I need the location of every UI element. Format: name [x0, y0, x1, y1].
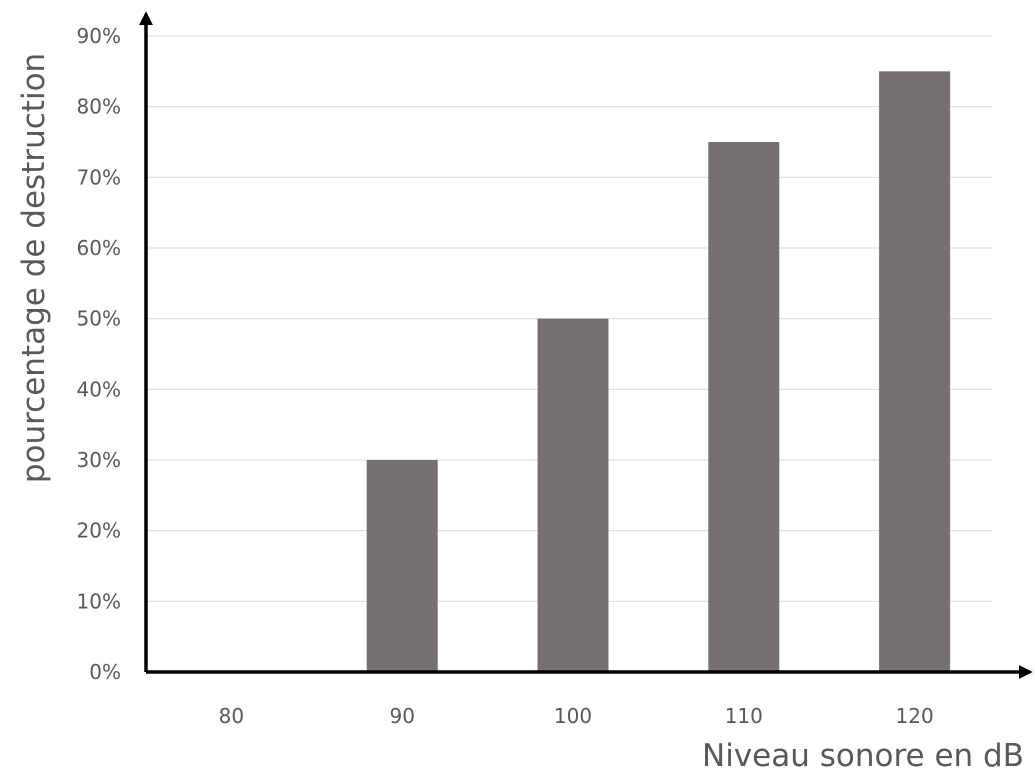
x-tick-label: 120 — [896, 704, 934, 728]
bars — [366, 71, 951, 673]
bar-110 — [708, 142, 780, 672]
x-tick-label: 90 — [389, 704, 414, 728]
x-tick-label: 100 — [554, 704, 592, 728]
y-tick-label: 50% — [77, 307, 121, 331]
y-tick-labels: 0% 10% 20% 30% 40% 50% 60% 70% 80% 90% — [77, 24, 121, 684]
bar-100 — [537, 318, 609, 672]
y-tick-label: 70% — [77, 165, 121, 189]
x-tick-labels: 80 90 100 110 120 — [219, 704, 934, 728]
x-tick-label: 80 — [219, 704, 244, 728]
y-tick-label: 20% — [77, 519, 121, 543]
y-tick-label: 80% — [77, 95, 121, 119]
x-axis-title: Niveau sonore en dB — [702, 738, 1024, 774]
y-tick-label: 10% — [77, 589, 121, 613]
y-axis-title: pourcentage de destruction — [16, 53, 52, 483]
y-tick-label: 60% — [77, 236, 121, 260]
y-tick-label: 30% — [77, 448, 121, 472]
y-tick-label: 40% — [77, 377, 121, 401]
y-tick-label: 0% — [89, 660, 121, 684]
bar-120 — [879, 71, 951, 673]
y-tick-label: 90% — [77, 24, 121, 48]
x-tick-label: 110 — [725, 704, 763, 728]
bar-90 — [366, 460, 438, 672]
